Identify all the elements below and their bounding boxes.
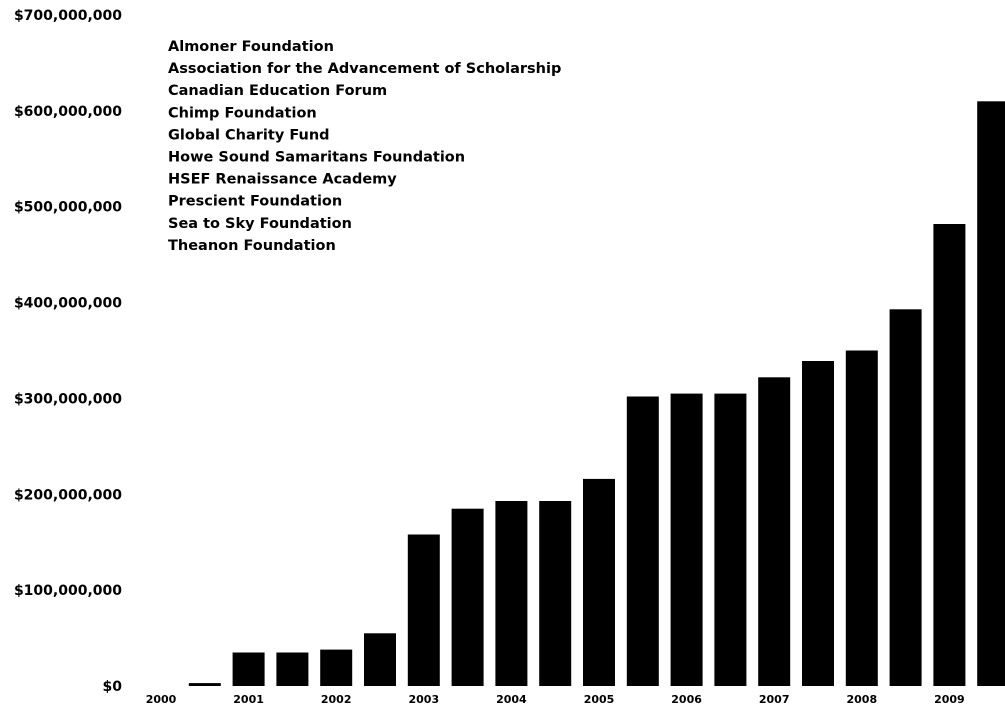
legend: Almoner Foundation Association for the Ad…	[168, 39, 561, 254]
bar	[539, 501, 572, 686]
bar	[232, 652, 265, 686]
bar	[670, 393, 703, 686]
y-tick-label: $500,000,000	[14, 200, 122, 216]
x-tick-label: 2000	[146, 693, 177, 706]
bar	[802, 361, 834, 686]
legend-entry: Theanon Foundation	[168, 238, 336, 254]
bar-series	[188, 101, 1005, 687]
bar	[495, 501, 528, 686]
cropped-title	[300, 0, 915, 12]
x-tick-label: 2004	[496, 693, 527, 706]
bar	[889, 309, 922, 686]
x-tick-label: 2008	[846, 693, 877, 706]
y-tick-label: $200,000,000	[14, 487, 122, 503]
y-tick-label: $0	[103, 679, 123, 695]
y-tick-label: $100,000,000	[14, 583, 122, 599]
bar	[977, 101, 1005, 687]
y-axis: $700,000,000 $600,000,000 $500,000,000 $400…	[14, 8, 122, 695]
legend-entry: Chimp Foundation	[168, 105, 317, 121]
bar	[188, 683, 221, 686]
legend-entry: Prescient Foundation	[168, 194, 342, 210]
bar	[320, 649, 353, 686]
bar	[451, 508, 484, 686]
bar	[758, 377, 791, 686]
legend-entry: Global Charity Fund	[168, 127, 330, 143]
legend-entry: Almoner Foundation	[168, 39, 334, 55]
legend-entry: Canadian Education Forum	[168, 83, 387, 99]
bar	[583, 478, 615, 686]
y-tick-label: $700,000,000	[14, 8, 122, 24]
x-tick-label: 2002	[321, 693, 352, 706]
bar	[626, 396, 659, 686]
bar	[845, 350, 878, 686]
x-tick-label: 2005	[584, 693, 615, 706]
x-tick-label: 2003	[408, 693, 439, 706]
y-tick-label: $600,000,000	[14, 104, 122, 120]
y-tick-label: $300,000,000	[14, 391, 122, 407]
legend-entry: Howe Sound Samaritans Foundation	[168, 150, 465, 166]
bar	[407, 534, 440, 686]
legend-entry: Association for the Advancement of Schol…	[168, 61, 561, 77]
bar	[276, 652, 309, 686]
x-tick-label: 2009	[934, 693, 965, 706]
x-axis: 2000 2001 2002 2003 2004 2005 2006 2007 2008 2009	[146, 693, 965, 706]
x-tick-label: 2001	[233, 693, 264, 706]
bar	[933, 224, 966, 686]
bar	[364, 633, 396, 686]
legend-entry: Sea to Sky Foundation	[168, 216, 352, 232]
legend-entry: HSEF Renaissance Academy	[168, 172, 397, 188]
x-tick-label: 2007	[759, 693, 790, 706]
bar	[714, 393, 747, 686]
y-tick-label: $400,000,000	[14, 296, 122, 312]
x-tick-label: 2006	[671, 693, 702, 706]
